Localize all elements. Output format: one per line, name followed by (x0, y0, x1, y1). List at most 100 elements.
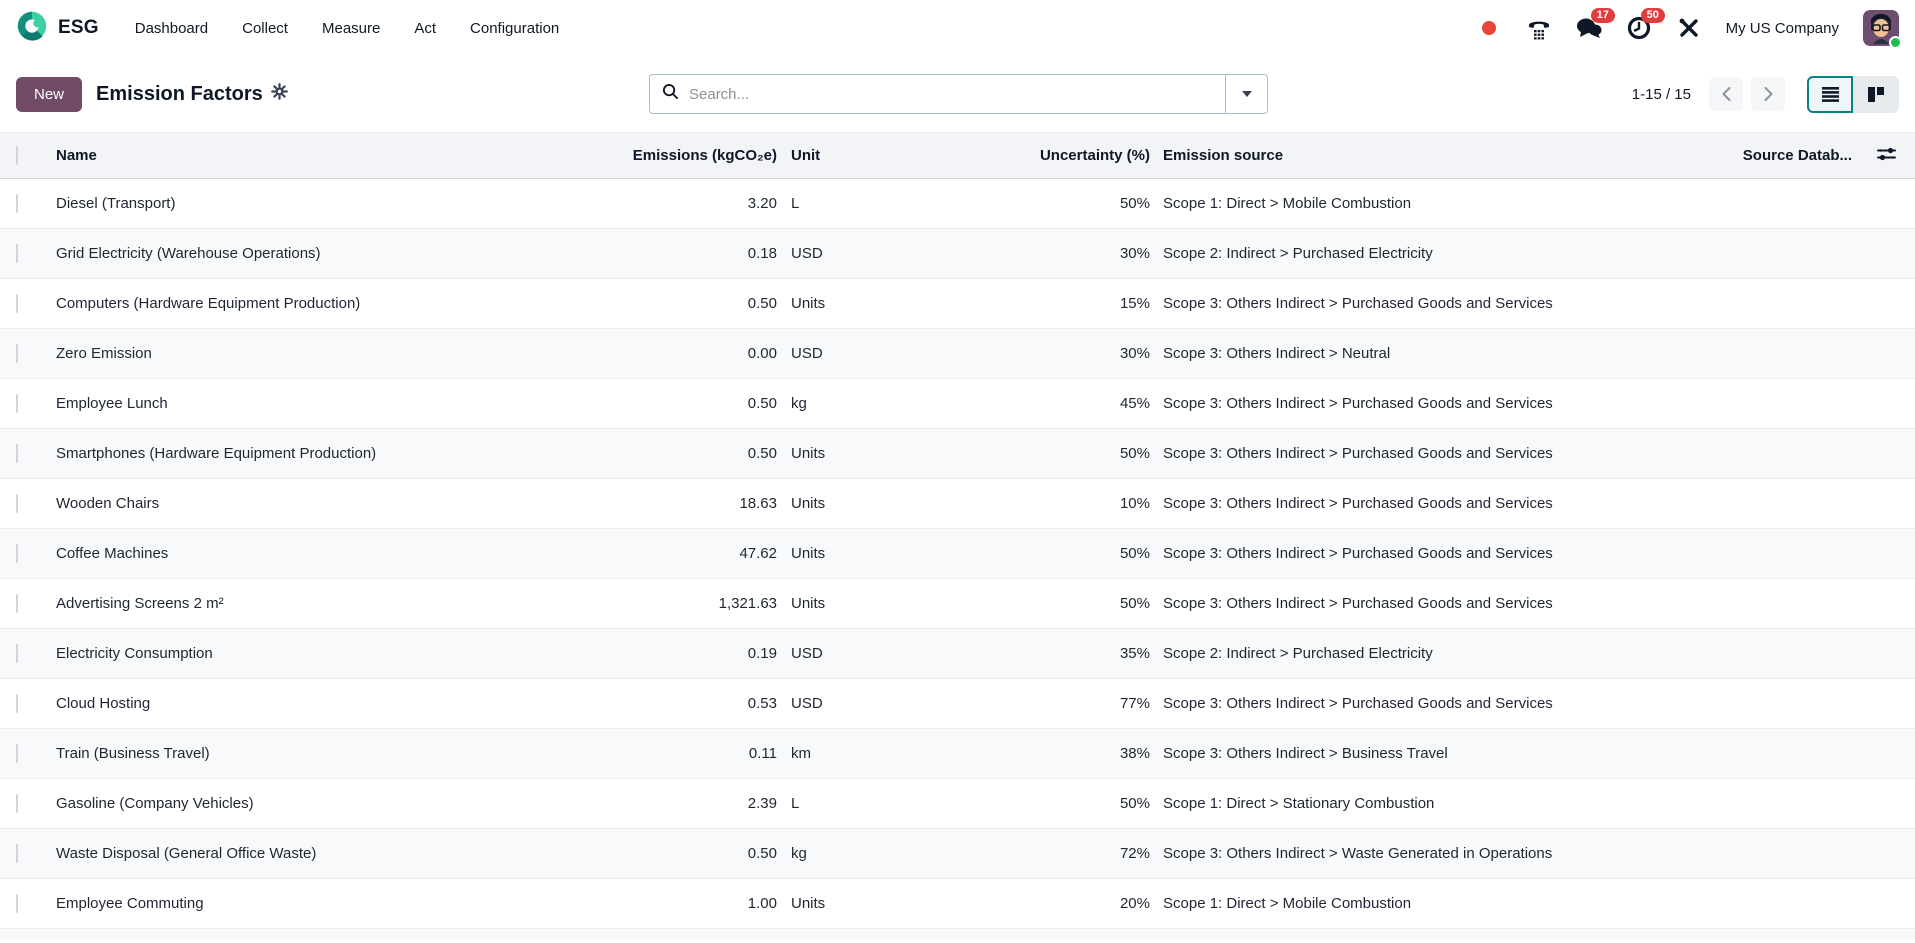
table-row[interactable]: Cloud Hosting 0.53 USD 77% Scope 3: Others I… (0, 678, 1915, 729)
cell-emissions: 1,321.63 (564, 578, 779, 629)
emission-factors-table: Name Emissions (kgCO₂e) Unit Uncertainty… (0, 132, 1915, 929)
row-checkbox[interactable] (16, 344, 18, 363)
cell-uncertainty: 50% (949, 178, 1152, 229)
cell-emission-source: Scope 1: Direct > Mobile Combustion (1152, 178, 1740, 229)
recording-indicator-dot[interactable] (1476, 15, 1502, 41)
search-input[interactable] (689, 85, 1225, 103)
kanban-view-button[interactable] (1853, 75, 1899, 113)
row-checkbox[interactable] (16, 394, 18, 413)
cell-emission-source: Scope 3: Others Indirect > Purchased Goo… (1152, 678, 1740, 729)
menu-measure[interactable]: Measure (321, 19, 381, 37)
pager-next-button[interactable] (1751, 77, 1785, 111)
row-checkbox[interactable] (16, 294, 18, 313)
cell-unit: Units (779, 528, 949, 579)
table-row[interactable]: Electricity Consumption 0.19 USD 35% Scope 2… (0, 628, 1915, 679)
row-checkbox[interactable] (16, 694, 18, 713)
row-checkbox[interactable] (16, 444, 18, 463)
table-row[interactable]: Train (Business Travel) 0.11 km 38% Scope 3:… (0, 728, 1915, 779)
activities-clock-icon[interactable]: 50 (1626, 8, 1665, 41)
column-header-unit[interactable]: Unit (779, 132, 949, 179)
table-row[interactable]: Waste Disposal (General Office Waste) 0.5… (0, 828, 1915, 879)
cell-emissions: 0.18 (564, 228, 779, 279)
table-row[interactable]: Employee Commuting 1.00 Units 20% Scope 1: D… (0, 878, 1915, 929)
esg-app-logo-icon (16, 10, 48, 47)
row-checkbox[interactable] (16, 644, 18, 663)
table-row[interactable]: Smartphones (Hardware Equipment Producti… (0, 428, 1915, 479)
table-row[interactable]: Computers (Hardware Equipment Production… (0, 278, 1915, 329)
action-gear-icon[interactable] (270, 83, 288, 105)
cell-source-database (1740, 828, 1858, 879)
table-row[interactable]: Zero Emission 0.00 USD 30% Scope 3: Others I… (0, 328, 1915, 379)
messages-icon[interactable]: 17 (1576, 8, 1615, 41)
cell-source-database (1740, 178, 1858, 229)
column-header-emissions[interactable]: Emissions (kgCO₂e) (564, 132, 779, 179)
optional-columns-icon[interactable] (1858, 132, 1915, 179)
select-all-checkbox[interactable] (16, 146, 18, 165)
table-row[interactable]: Employee Lunch 0.50 kg 45% Scope 3: Others I… (0, 378, 1915, 429)
table-row[interactable]: Gasoline (Company Vehicles) 2.39 L 50% Scope… (0, 778, 1915, 829)
cell-name: Zero Emission (44, 328, 564, 379)
cell-source-database (1740, 728, 1858, 779)
row-checkbox[interactable] (16, 744, 18, 763)
cell-unit: km (779, 728, 949, 779)
main-menu: Dashboard Collect Measure Act Configurat… (135, 20, 560, 37)
menu-configuration[interactable]: Configuration (470, 19, 560, 37)
new-button[interactable]: New (16, 76, 83, 112)
cell-name: Employee Commuting (44, 878, 564, 929)
cell-unit: USD (779, 628, 949, 679)
menu-collect[interactable]: Collect (242, 19, 288, 37)
cell-unit: Units (779, 878, 949, 929)
cell-emission-source: Scope 3: Others Indirect > Purchased Goo… (1152, 578, 1740, 629)
cell-emissions: 18.63 (564, 478, 779, 529)
list-view-button[interactable] (1807, 75, 1853, 113)
table-row[interactable]: Wooden Chairs 18.63 Units 10% Scope 3: Other… (0, 478, 1915, 529)
user-avatar[interactable] (1863, 10, 1902, 49)
cell-source-database (1740, 428, 1858, 479)
cell-emissions: 47.62 (564, 528, 779, 579)
row-checkbox[interactable] (16, 844, 18, 863)
column-header-source-database[interactable]: Source Datab... (1740, 132, 1858, 179)
cell-emission-source: Scope 3: Others Indirect > Purchased Goo… (1152, 478, 1740, 529)
cell-unit: USD (779, 228, 949, 279)
row-checkbox[interactable] (16, 494, 18, 513)
cell-emissions: 1.00 (564, 878, 779, 929)
company-switcher[interactable]: My US Company (1725, 19, 1839, 37)
cell-uncertainty: 77% (949, 678, 1152, 729)
table-row[interactable]: Coffee Machines 47.62 Units 50% Scope 3: Oth… (0, 528, 1915, 579)
cell-name: Coffee Machines (44, 528, 564, 579)
cell-uncertainty: 30% (949, 228, 1152, 279)
column-header-uncertainty[interactable]: Uncertainty (%) (949, 132, 1152, 179)
app-brand[interactable]: ESG (16, 10, 99, 47)
table-header-row: Name Emissions (kgCO₂e) Unit Uncertainty… (0, 132, 1915, 179)
table-row[interactable]: Advertising Screens 2 m² 1,321.63 Units 50%… (0, 578, 1915, 629)
cell-name: Diesel (Transport) (44, 178, 564, 229)
cell-emissions: 0.00 (564, 328, 779, 379)
row-checkbox[interactable] (16, 544, 18, 563)
cell-name: Wooden Chairs (44, 478, 564, 529)
column-header-emission-source[interactable]: Emission source (1152, 132, 1740, 179)
search-icon (662, 83, 679, 105)
cell-source-database (1740, 478, 1858, 529)
table-row[interactable]: Grid Electricity (Warehouse Operations) 0… (0, 228, 1915, 279)
debug-tools-icon[interactable] (1676, 15, 1702, 41)
systray: 17 50 My US Company (1476, 8, 1902, 49)
row-checkbox[interactable] (16, 894, 18, 913)
menu-dashboard[interactable]: Dashboard (134, 19, 209, 37)
cell-source-database (1740, 278, 1858, 329)
row-checkbox[interactable] (16, 194, 18, 213)
phone-icon[interactable] (1526, 15, 1552, 41)
cell-name: Train (Business Travel) (44, 728, 564, 779)
cell-uncertainty: 35% (949, 628, 1152, 679)
column-header-name[interactable]: Name (44, 132, 564, 179)
row-checkbox[interactable] (16, 594, 18, 613)
menu-act[interactable]: Act (414, 19, 437, 37)
search-dropdown-toggle[interactable] (1225, 75, 1267, 113)
cell-source-database (1740, 228, 1858, 279)
cell-emission-source: Scope 3: Others Indirect > Business Trav… (1152, 728, 1740, 779)
row-checkbox[interactable] (16, 794, 18, 813)
table-row[interactable]: Diesel (Transport) 3.20 L 50% Scope 1: Direc… (0, 178, 1915, 229)
row-checkbox[interactable] (16, 244, 18, 263)
cell-unit: Units (779, 428, 949, 479)
pager-previous-button[interactable] (1709, 77, 1743, 111)
cell-uncertainty: 30% (949, 328, 1152, 379)
